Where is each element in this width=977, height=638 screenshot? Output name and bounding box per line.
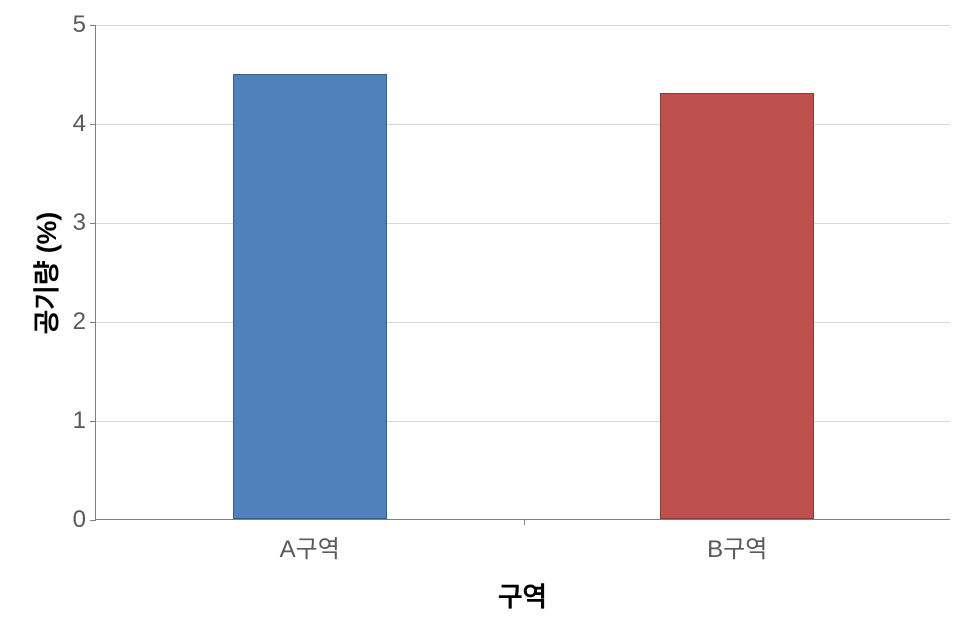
y-tick: [90, 124, 96, 125]
y-tick-label: 4: [73, 110, 86, 138]
y-tick-label: 0: [73, 506, 86, 534]
y-tick-label: 3: [73, 209, 86, 237]
bar: [233, 74, 387, 520]
y-tick: [90, 322, 96, 323]
y-tick: [90, 520, 96, 521]
x-tick-label: B구역: [707, 529, 767, 564]
y-tick-label: 1: [73, 407, 86, 435]
x-axis-title: 구역: [498, 575, 547, 614]
x-tick-label: A구역: [280, 529, 340, 564]
y-tick-label: 5: [73, 11, 86, 39]
y-tick-label: 2: [73, 308, 86, 336]
plot-area: 012345A구역B구역: [95, 25, 950, 520]
y-axis-title: 공기량 (%): [25, 211, 64, 333]
x-tick: [524, 519, 525, 525]
y-tick: [90, 25, 96, 26]
y-tick: [90, 421, 96, 422]
bar-chart: 012345A구역B구역 공기량 (%) 구역: [0, 0, 977, 638]
y-tick: [90, 223, 96, 224]
bar: [660, 93, 814, 519]
